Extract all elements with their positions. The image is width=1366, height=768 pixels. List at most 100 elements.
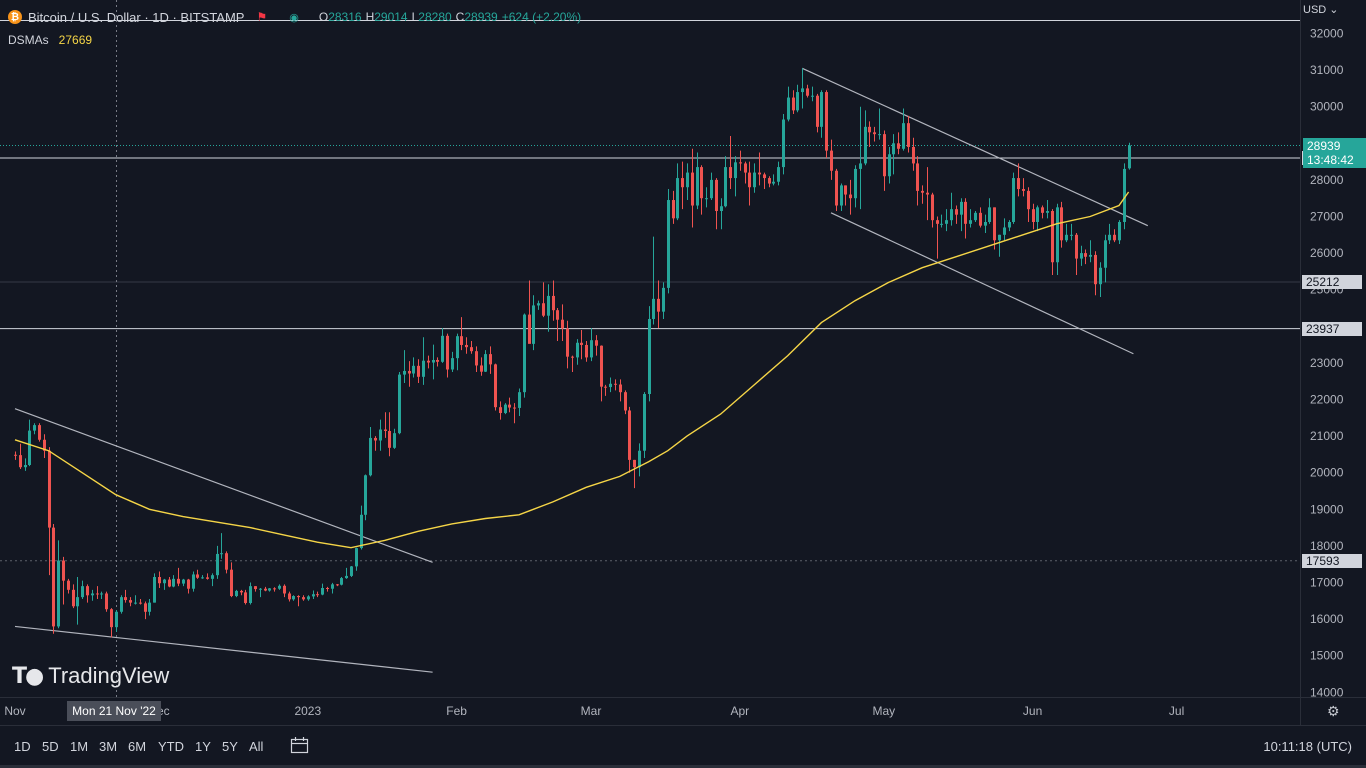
ohlc-open-key: O [318, 10, 329, 24]
timeframe-3m[interactable]: 3M [99, 739, 118, 754]
candle-body [470, 347, 473, 352]
candle-body [494, 364, 497, 408]
timeframe-5y[interactable]: 5Y [222, 739, 238, 754]
candle-body [259, 588, 262, 590]
y-tick-label: 22000 [1310, 393, 1344, 407]
candle-body [897, 143, 900, 149]
candle-body [19, 455, 22, 468]
candle-body [931, 194, 934, 221]
last-price-value: 28939 [1307, 138, 1341, 153]
timeframe-1d[interactable]: 1D [14, 739, 31, 754]
candle-body [806, 88, 809, 96]
candle-body [465, 344, 468, 348]
x-tick-label: Apr [730, 704, 749, 718]
ohlc-change-value: +624 (+2.20%) [501, 10, 582, 24]
candle-body [998, 234, 1001, 241]
candle-body [292, 596, 295, 600]
symbol-title[interactable]: Bitcoin / U.S. Dollar · 1D · BITSTAMP [28, 9, 245, 25]
timeframe-6m[interactable]: 6M [128, 739, 147, 754]
candle-body [580, 342, 583, 345]
candle-body [710, 179, 713, 199]
candle-body [326, 587, 329, 589]
level-price-label: 23937 [1302, 321, 1362, 336]
level-price-label: 25212 [1302, 274, 1362, 289]
candle-body [643, 394, 646, 451]
utc-clock[interactable]: 10:11:18 (UTC) [1263, 739, 1352, 754]
trendline [14, 408, 433, 563]
bottom-scrollbar[interactable] [0, 765, 1366, 768]
candle-body [844, 185, 847, 195]
y-tick-label: 28000 [1310, 173, 1344, 187]
candle-body [206, 577, 209, 579]
candles [14, 68, 1131, 638]
candle-body [316, 594, 319, 596]
timeframe-1y[interactable]: 1Y [195, 739, 211, 754]
axes: 14000 15000 16000 17000 18000 19000 20000 21000… [0, 0, 1366, 725]
candle-body [1080, 253, 1083, 259]
candle-body [705, 198, 708, 200]
level-price-label: 17593 [1302, 553, 1362, 568]
candle-body [134, 602, 137, 604]
candle-body [984, 221, 987, 226]
candle-body [115, 611, 118, 628]
candle-body [628, 410, 631, 460]
candle-body [43, 439, 46, 451]
candle-body [724, 167, 727, 207]
candle-body [124, 597, 127, 601]
candle-body [830, 150, 833, 171]
candle-body [513, 407, 516, 409]
timeframe-5d[interactable]: 5D [42, 739, 59, 754]
tradingview-logo-icon: T● [12, 663, 44, 689]
candle-body [484, 354, 487, 372]
candle-body [163, 579, 166, 584]
candle-body [1041, 207, 1044, 213]
candle-body [1051, 211, 1054, 263]
indicator-name: DSMAs [8, 33, 49, 47]
candle-body [1017, 178, 1020, 190]
settings-gear-icon[interactable]: ⚙ [1327, 703, 1340, 719]
ohlc-low-key: L [411, 10, 419, 24]
timeframe-all[interactable]: All [249, 739, 264, 754]
flag-icon[interactable]: ⚑ [256, 10, 268, 24]
candle-body [312, 594, 315, 597]
candle-body [499, 407, 502, 414]
candle-body [417, 365, 420, 377]
candle-body [105, 593, 108, 610]
timeframe-ytd[interactable]: YTD [158, 739, 184, 754]
candle-body [686, 172, 689, 188]
ohlc-low-value: 28280 [418, 10, 452, 24]
candle-body [148, 602, 151, 612]
candle-body [936, 220, 939, 224]
candle-body [489, 354, 492, 365]
x-tick-label: 2023 [294, 704, 321, 718]
candle-body [552, 295, 555, 311]
candle-body [1027, 190, 1030, 210]
y-tick-label: 15000 [1310, 649, 1344, 663]
candle-body [1046, 211, 1049, 213]
candle-body [340, 578, 343, 585]
candle-body [1003, 227, 1006, 235]
indicator-legend[interactable]: DSMAs 27669 [8, 33, 92, 47]
candle-body [825, 92, 828, 151]
last-price-label: 28939 13:48:42 [1303, 137, 1366, 168]
y-tick-label: 23000 [1310, 356, 1344, 370]
candle-body [422, 360, 425, 377]
candle-body [763, 174, 766, 179]
currency-selector[interactable]: USD ⌄ [1303, 3, 1339, 16]
candle-body [614, 383, 617, 385]
candle-body [177, 578, 180, 584]
candle-body [244, 592, 247, 603]
ohlc-values: O 28316 H 29014 L 28280 C 28939 +624 (+2.20%… [315, 10, 581, 24]
candle-body [988, 207, 991, 222]
candle-body [561, 319, 564, 329]
calendar-range-icon[interactable] [290, 736, 310, 754]
candle-body [249, 586, 252, 603]
candle-body [864, 126, 867, 164]
candle-body [139, 602, 142, 604]
candle-body [619, 384, 622, 393]
y-tick-label: 14000 [1310, 685, 1344, 699]
candle-body [427, 360, 430, 363]
crosshair-date-label: Mon 21 Nov '22 [67, 701, 161, 721]
timeframe-1m[interactable]: 1M [70, 739, 89, 754]
